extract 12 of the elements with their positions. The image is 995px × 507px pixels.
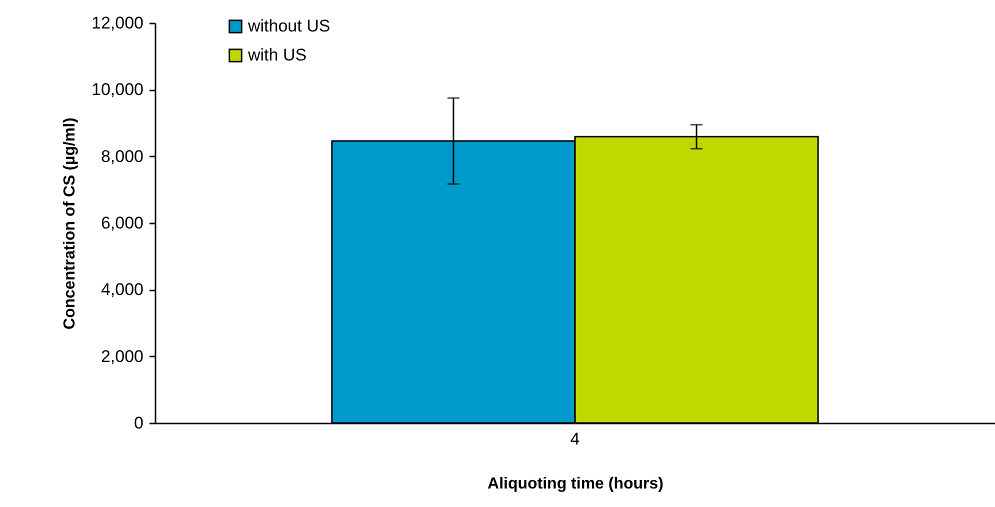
- x-tick-label: 4: [570, 430, 580, 448]
- legend-label: without US: [247, 16, 330, 36]
- y-tick-label: 2,000: [100, 346, 144, 366]
- y-tick-label: 10,000: [92, 80, 144, 100]
- y-tick-label: 0: [134, 414, 144, 432]
- x-axis-title: Aliquoting time (hours): [488, 476, 664, 492]
- y-axis-title: Concentration of CS (µg/ml): [62, 118, 79, 330]
- y-tick-label: 4,000: [100, 280, 144, 300]
- legend-label: with US: [247, 46, 307, 64]
- y-tick-label: 12,000: [92, 14, 144, 32]
- y-tick-label: 6,000: [100, 214, 144, 232]
- y-tick-label: 8,000: [100, 146, 144, 166]
